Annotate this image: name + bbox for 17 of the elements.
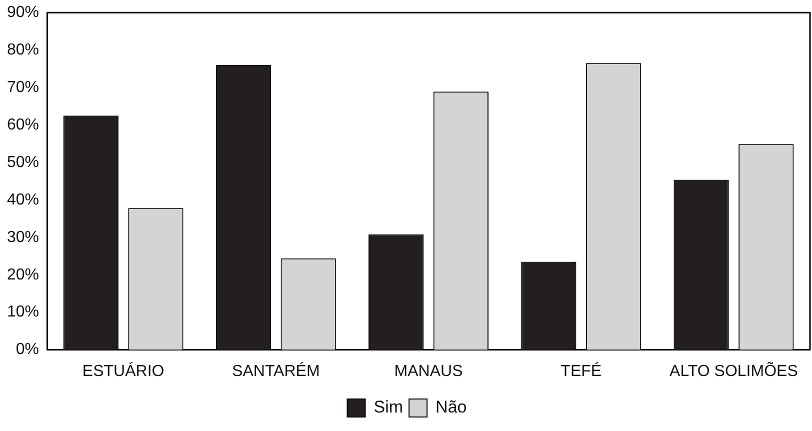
- y-tick-label: 70%: [6, 78, 40, 96]
- legend-label: Sim: [374, 398, 404, 417]
- legend-label: Não: [436, 398, 467, 417]
- x-tick-label: ESTUÁRIO: [82, 362, 164, 380]
- y-tick-label: 0%: [16, 341, 40, 358]
- y-tick-label: 30%: [6, 228, 40, 246]
- y-tick-label: 60%: [6, 116, 40, 134]
- y-tick-label: 90%: [6, 4, 40, 22]
- x-tick-label: TEFÉ: [560, 362, 602, 380]
- y-tick-label: 20%: [6, 266, 40, 284]
- x-tick-label: MANAUS: [394, 362, 463, 380]
- x-tick-label: ALTO SOLIMÕES: [670, 360, 798, 380]
- y-tick-label: 10%: [6, 304, 40, 321]
- y-tick-label: 80%: [6, 41, 40, 58]
- y-tick-label: 40%: [6, 191, 40, 208]
- y-tick-label: 50%: [6, 154, 40, 171]
- x-tick-label: SANTARÉM: [232, 362, 320, 380]
